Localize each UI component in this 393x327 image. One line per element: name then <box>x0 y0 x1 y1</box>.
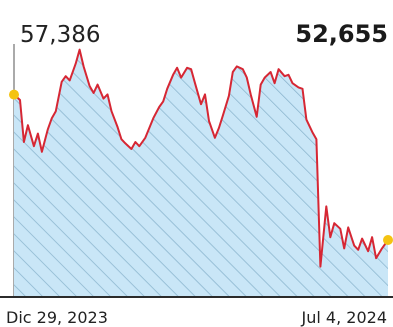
x-start-date-label: Dic 29, 2023 <box>6 308 108 327</box>
start-point-marker <box>9 89 19 100</box>
start-value-label: 57,386 <box>20 22 100 48</box>
area-fill <box>14 49 388 296</box>
series-line <box>13 48 389 268</box>
end-value-label: 52,655 <box>295 20 388 48</box>
end-point-marker <box>383 235 393 245</box>
x-end-date-label: Jul 4, 2024 <box>301 308 387 327</box>
